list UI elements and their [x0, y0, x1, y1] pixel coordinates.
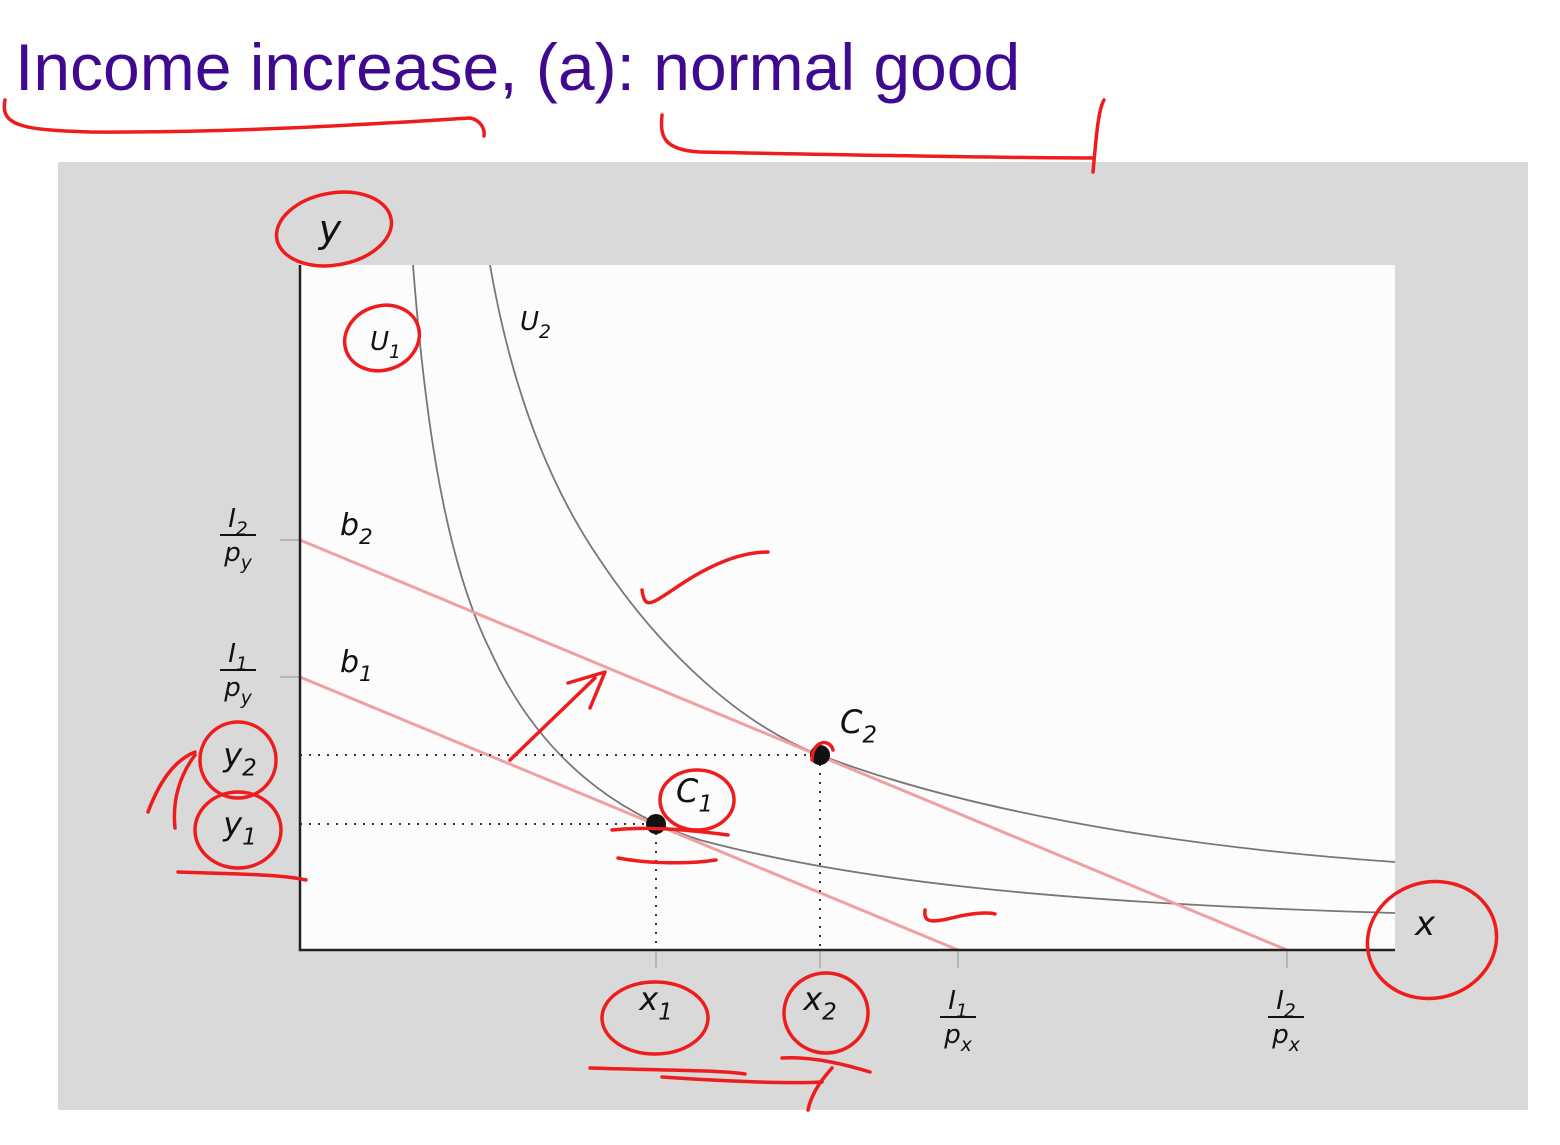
budget-line [299, 538, 1288, 952]
ink-circle [782, 971, 870, 1055]
ink-circle [198, 720, 278, 800]
budget-line [299, 675, 959, 952]
label-subscript: 1 [359, 662, 373, 687]
ink-underline [659, 98, 1106, 174]
ink-circle [274, 190, 394, 268]
guide-lines [300, 754, 821, 950]
label-base: I [948, 986, 956, 1016]
label: I1 [228, 639, 248, 675]
ink-mark [588, 1055, 872, 1112]
label: py [223, 538, 253, 574]
ink-underline [2, 98, 486, 138]
label-subscript: y [240, 688, 253, 709]
label-subscript: 1 [698, 792, 713, 818]
label-subscript: x [960, 1035, 973, 1056]
ink-mark [810, 740, 835, 762]
label-base: I [228, 639, 236, 669]
ink-mark [146, 750, 308, 882]
label-base: p [223, 538, 241, 568]
label-base: p [223, 673, 241, 703]
label: x2 [802, 980, 837, 1026]
label: y2 [222, 736, 257, 782]
label-base: x [638, 980, 659, 1018]
label: U1 [370, 327, 401, 363]
slide-title: Income increase, (a): normal good [15, 30, 1020, 104]
label: U2 [520, 307, 551, 343]
label-base: p [943, 1020, 961, 1050]
label: px [943, 1020, 973, 1056]
label-base: b [340, 508, 359, 543]
label: b2 [340, 508, 373, 550]
label-subscript: y [240, 553, 253, 574]
ticks [280, 539, 1288, 968]
ink-check [640, 550, 770, 605]
ink-circle [342, 303, 422, 373]
diagram [280, 264, 1396, 968]
label-subscript: 1 [242, 825, 257, 851]
label-subscript: 2 [822, 1000, 837, 1026]
label-base: y [222, 736, 243, 774]
ink-mark [610, 826, 730, 865]
label-subscript: 2 [236, 519, 248, 540]
label: x1 [638, 980, 673, 1026]
label-subscript: 2 [862, 723, 877, 749]
label-subscript: 1 [236, 654, 248, 675]
label-subscript: 2 [242, 756, 257, 782]
label-base: I [1276, 986, 1284, 1016]
label-subscript: 1 [658, 1000, 673, 1026]
annotations [2, 98, 1499, 1112]
label-subscript: 2 [1284, 1001, 1296, 1022]
label-subscript: x [1288, 1035, 1301, 1056]
label: C2 [840, 703, 877, 749]
label-subscript: 1 [389, 342, 401, 363]
label: px [1271, 1020, 1301, 1056]
indifference-curve [489, 264, 1396, 863]
axis-label: x [1414, 904, 1436, 944]
label: py [223, 673, 253, 709]
ink-arrow [508, 670, 607, 762]
label-base: p [1271, 1020, 1289, 1050]
label-base: y [222, 805, 243, 843]
label-base: I [228, 504, 236, 534]
label-base: C [676, 772, 699, 810]
point [646, 814, 666, 834]
label-base: b [340, 645, 359, 680]
indifference-curve [412, 264, 1396, 914]
ink-circle [1365, 879, 1499, 1001]
plot-area [300, 265, 1395, 950]
label-base: C [840, 703, 863, 741]
label-subscript: 2 [359, 525, 373, 550]
label: I2 [228, 504, 248, 540]
label-base: U [370, 327, 389, 357]
label: b1 [340, 645, 373, 687]
axes [298, 265, 1395, 952]
axis-label: y [318, 207, 342, 251]
ink-circle [600, 980, 710, 1056]
label: C1 [676, 772, 713, 818]
label: I1 [948, 986, 968, 1022]
ink-circle [193, 790, 283, 870]
ink-check [923, 908, 997, 923]
label-base: U [520, 307, 539, 337]
label-subscript: 1 [956, 1001, 968, 1022]
label-subscript: 2 [539, 322, 551, 343]
label-base: x [802, 980, 823, 1018]
label: y1 [222, 805, 257, 851]
label: I2 [1276, 986, 1296, 1022]
